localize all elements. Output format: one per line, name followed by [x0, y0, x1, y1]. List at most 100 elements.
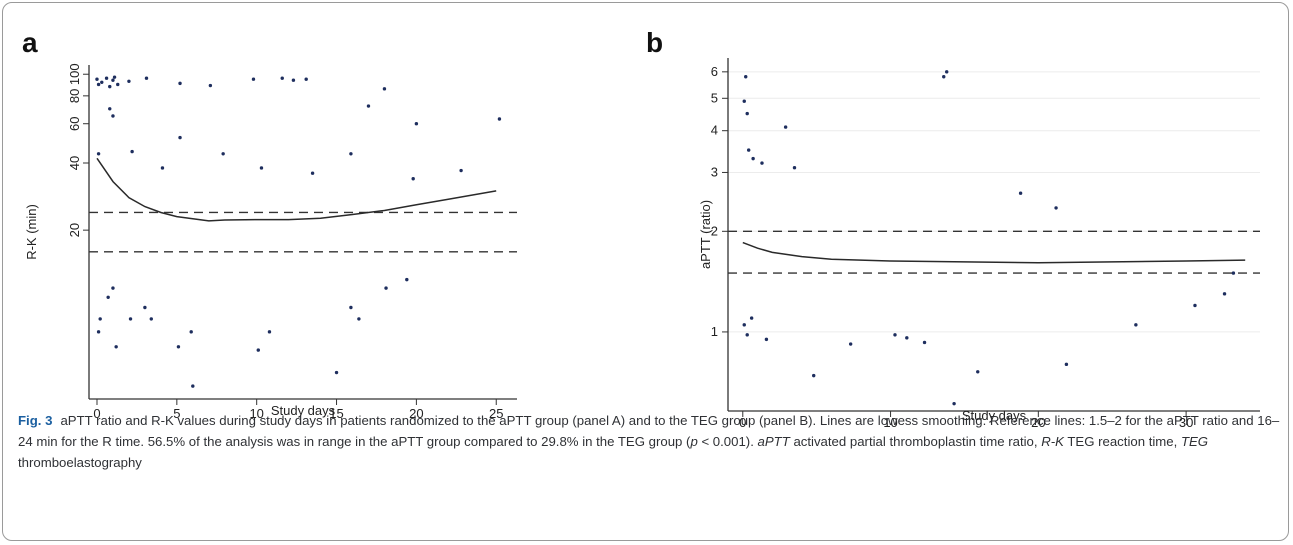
caption-part: TEG reaction time,: [1063, 434, 1181, 449]
lowess-line: [742, 241, 1246, 264]
x-tick-label: 20: [1031, 415, 1045, 430]
y-tick-label: 4: [711, 123, 718, 138]
data-point: [812, 373, 816, 378]
data-point: [792, 165, 797, 170]
caption-part: p: [690, 434, 698, 449]
data-point: [256, 348, 260, 352]
data-point: [751, 156, 755, 161]
data-point: [414, 122, 419, 126]
x-tick-label: 0: [739, 415, 746, 430]
data-point: [742, 99, 746, 103]
x-tick-label: 0: [93, 406, 100, 421]
x-tick-label: 25: [489, 406, 503, 421]
data-point: [760, 161, 764, 165]
data-point: [144, 76, 149, 80]
x-tick-label: 10: [883, 415, 897, 430]
caption-part: aPTT: [757, 434, 790, 449]
data-point: [259, 166, 264, 170]
data-point: [191, 384, 195, 388]
y-tick-label: 5: [711, 90, 718, 105]
data-point: [497, 117, 502, 121]
panel-label: a: [22, 27, 38, 58]
data-point: [1222, 292, 1227, 296]
x-axis-label: Study days: [271, 403, 336, 418]
data-point: [111, 114, 115, 118]
x-tick-label: 15: [329, 406, 343, 421]
y-axis-label: aPTT (ratio): [698, 200, 713, 269]
data-point: [893, 333, 897, 337]
data-point: [98, 317, 102, 321]
data-point: [349, 152, 353, 156]
y-tick-label: 40: [67, 156, 82, 170]
data-point: [848, 342, 853, 346]
data-point: [149, 317, 153, 321]
data-point: [310, 171, 315, 175]
data-point: [764, 337, 769, 342]
y-tick-label: 2: [711, 223, 718, 238]
x-axis-label: Study days: [962, 408, 1027, 423]
data-point: [176, 345, 181, 349]
data-point: [783, 125, 788, 129]
caption-label: Fig. 3: [18, 413, 53, 428]
caption-text: aPTT ratio and R-K values during study d…: [18, 413, 1279, 470]
data-point: [96, 82, 101, 87]
data-point: [112, 75, 117, 79]
y-tick-label: 20: [67, 223, 82, 237]
data-point: [116, 82, 120, 87]
data-point: [411, 177, 415, 181]
data-point: [976, 370, 980, 374]
data-point: [130, 149, 134, 154]
panel-b: 0 10 20 30 1 2 3 4 5 6 Study days aPTT (ratio) b: [646, 27, 1260, 430]
data-point: [304, 77, 308, 81]
data-point: [96, 330, 101, 334]
y-tick-label: 100: [67, 63, 82, 85]
data-point: [189, 330, 193, 334]
data-point: [111, 78, 115, 82]
panel-label: b: [646, 27, 663, 58]
data-point: [922, 340, 927, 345]
data-point: [95, 77, 99, 81]
caption-part: < 0.001).: [697, 434, 758, 449]
data-point: [746, 148, 751, 152]
y-tick-label: 60: [67, 116, 82, 130]
data-point: [1064, 362, 1069, 367]
data-point: [221, 152, 225, 156]
data-point: [942, 75, 946, 79]
data-point: [208, 83, 213, 88]
x-tick-label: 5: [173, 406, 180, 421]
data-point: [106, 295, 110, 299]
data-point: [143, 305, 147, 310]
lowess-line: [96, 157, 497, 222]
data-point: [127, 79, 131, 83]
y-tick-label: 6: [711, 64, 718, 79]
data-point: [267, 330, 272, 334]
data-point: [251, 77, 256, 81]
data-point: [366, 104, 371, 108]
data-point: [905, 336, 909, 340]
data-point: [160, 166, 165, 170]
data-point: [178, 135, 182, 140]
data-point: [349, 305, 353, 310]
x-tick-label: 10: [249, 406, 263, 421]
figure-caption: Fig. 3 aPTT ratio and R-K values during s…: [18, 410, 1280, 473]
data-point: [1231, 271, 1236, 275]
caption-part: activated partial thromboplastin time ra…: [789, 434, 1042, 449]
y-tick-label: 3: [711, 164, 718, 179]
data-point: [108, 84, 112, 89]
data-point: [745, 111, 749, 116]
data-point: [96, 152, 101, 156]
data-point: [334, 370, 339, 375]
data-point: [1054, 206, 1058, 210]
caption-part: TEG: [1180, 434, 1209, 449]
data-point: [104, 76, 109, 80]
data-point: [745, 333, 749, 337]
y-axis-label: R-K (min): [24, 204, 39, 260]
panel-a: 0 5 10 15 20 25 20 40 60 80 100 Study days R-K (min)…: [22, 27, 517, 421]
data-point: [114, 345, 118, 349]
data-point: [1193, 303, 1197, 308]
data-point: [945, 70, 949, 74]
x-tick-label: 20: [409, 406, 423, 421]
data-point: [742, 323, 746, 327]
data-point: [1134, 323, 1138, 327]
